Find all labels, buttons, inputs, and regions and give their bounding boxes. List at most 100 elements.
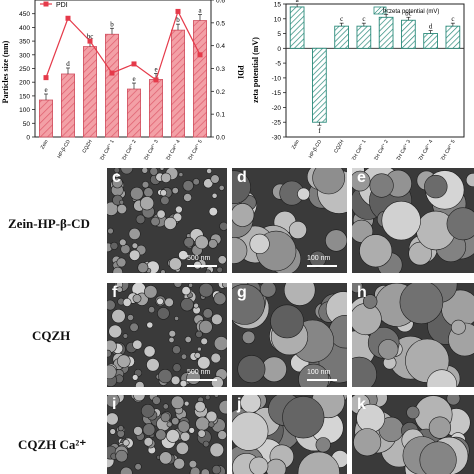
x-tick-label: HP-β-CD bbox=[308, 139, 324, 160]
significance-letter: e bbox=[154, 65, 157, 73]
x-tick-label: CQZH bbox=[333, 139, 345, 155]
sem-image-g: g 100 nm bbox=[232, 283, 347, 387]
significance-letter: bc bbox=[383, 6, 390, 14]
legend-label-zeta: zeta potential (mV) bbox=[389, 9, 439, 15]
pdi-point bbox=[197, 52, 203, 58]
sem-image-k: k bbox=[352, 395, 474, 474]
x-tick-label: CQZH Ca²⁺ 3 bbox=[392, 139, 413, 160]
panel-letter: j bbox=[237, 396, 242, 413]
panel-letter: h bbox=[357, 284, 367, 301]
sem-image-j: j bbox=[232, 395, 347, 474]
panel-letter: k bbox=[357, 396, 366, 413]
zeta-bar bbox=[401, 19, 416, 49]
pdi-point bbox=[87, 38, 93, 44]
x-tick-label: CQZH Ca²⁺ 2 bbox=[117, 139, 138, 160]
significance-letter: c bbox=[451, 15, 454, 23]
zeta-potential-chart: zeta potential (mV) zeta potential (mV) … bbox=[251, 0, 465, 160]
y2-tick-label: 0.4 bbox=[216, 43, 225, 50]
sem-texture bbox=[107, 168, 227, 273]
panel-letter: e bbox=[357, 169, 366, 186]
zeta-bar bbox=[312, 47, 327, 123]
significance-letter: bc bbox=[87, 33, 94, 41]
x-tick-label: Zein bbox=[40, 139, 50, 151]
y-axis-label: zeta potential (mV) bbox=[251, 37, 260, 103]
significance-letter: b bbox=[110, 20, 114, 28]
sem-texture bbox=[232, 395, 347, 474]
pdi-point bbox=[175, 8, 181, 14]
legend: zeta potential (mV) bbox=[373, 6, 439, 15]
y-axis-label-left: Particles size (nm) bbox=[1, 40, 10, 103]
sem-texture bbox=[352, 168, 474, 273]
significance-letter: bc bbox=[405, 9, 412, 17]
significance-letter: a bbox=[296, 0, 300, 4]
x-tick-label: HP-β-CD bbox=[56, 139, 72, 160]
x-tick-label: CQZH Ca²⁺ 4 bbox=[414, 139, 435, 160]
size-bar bbox=[192, 20, 207, 138]
y2-tick-label: 0.0 bbox=[216, 135, 225, 142]
y-tick-label: 350 bbox=[19, 39, 30, 46]
pdi-point bbox=[109, 70, 115, 76]
y-tick-label: 400 bbox=[19, 25, 30, 32]
panel-letter: f bbox=[112, 284, 118, 301]
x-tick-label: CQZH bbox=[81, 139, 93, 155]
panel-letter: g bbox=[237, 284, 247, 301]
scale-bar-label: 100 nm bbox=[307, 369, 331, 376]
particle-size-chart: Particles size (nm) PDI PDI 0 50 100 150 200… bbox=[1, 0, 245, 160]
scale-bar bbox=[307, 379, 337, 381]
sem-texture bbox=[232, 283, 347, 387]
sem-texture bbox=[107, 395, 227, 474]
legend: PDI bbox=[40, 1, 68, 9]
y-tick-label: 15 bbox=[274, 2, 282, 9]
panel-letter: c bbox=[112, 169, 121, 186]
pdi-point bbox=[43, 75, 49, 81]
y-tick-label: 0 bbox=[26, 135, 30, 142]
pdi-point bbox=[153, 77, 159, 83]
y-tick-label: -30 bbox=[272, 135, 282, 142]
y-tick-label: 5 bbox=[277, 31, 281, 38]
sem-texture bbox=[107, 283, 227, 387]
pdi-line bbox=[45, 9, 201, 81]
size-bar bbox=[61, 73, 76, 138]
y-tick-label: 10 bbox=[274, 16, 282, 23]
y-tick-label: -20 bbox=[272, 105, 282, 112]
zeta-bar bbox=[289, 6, 305, 49]
y2-tick-label: 0.3 bbox=[216, 66, 225, 73]
x-tick-label: CQZH Ca²⁺ 5 bbox=[183, 139, 204, 160]
pdi-point bbox=[65, 15, 71, 21]
significance-letter: f bbox=[318, 127, 321, 135]
y-tick-label: 300 bbox=[19, 52, 30, 59]
significance-letter: d bbox=[429, 23, 433, 31]
size-bar bbox=[127, 88, 142, 138]
significance-letter: a bbox=[198, 7, 202, 15]
sem-texture bbox=[232, 168, 347, 273]
y-tick-label: 250 bbox=[19, 66, 30, 73]
size-bar bbox=[39, 99, 54, 138]
significance-letter: e bbox=[132, 75, 135, 83]
size-bar bbox=[105, 33, 120, 138]
significance-letter: c bbox=[340, 15, 343, 23]
x-tick-label: CQZH Ca²⁺ 3 bbox=[139, 139, 160, 160]
panel-letter: d bbox=[237, 169, 247, 186]
sem-image-e: e bbox=[352, 168, 474, 273]
scale-bar bbox=[187, 379, 217, 381]
pdi-point bbox=[131, 61, 137, 67]
significance-letter: d bbox=[66, 60, 70, 68]
y-tick-label: -10 bbox=[272, 75, 282, 82]
y-tick-label: 0 bbox=[277, 46, 281, 53]
sem-image-i: i bbox=[107, 395, 227, 474]
row-label-cqzh-ca: CQZH Ca²⁺ bbox=[18, 437, 87, 452]
x-tick-label: Zein bbox=[291, 139, 301, 151]
zeta-bar bbox=[378, 16, 394, 49]
x-tick-label: CQZH Ca²⁺ 4 bbox=[161, 139, 182, 160]
y-tick-label: -5 bbox=[275, 61, 281, 68]
scale-bar bbox=[307, 265, 337, 267]
y-tick-label: -15 bbox=[272, 90, 282, 97]
scale-bar-label: 500 nm bbox=[187, 369, 211, 376]
y2-tick-label: 0.1 bbox=[216, 112, 225, 119]
y2-tick-label: 0.5 bbox=[216, 20, 225, 27]
zeta-bar bbox=[445, 25, 461, 49]
y-tick-label: 50 bbox=[23, 121, 31, 128]
y-tick-label: 100 bbox=[19, 107, 30, 114]
zeta-bar bbox=[423, 33, 438, 49]
x-tick-label: CQZH Ca²⁺ 1 bbox=[347, 139, 368, 160]
